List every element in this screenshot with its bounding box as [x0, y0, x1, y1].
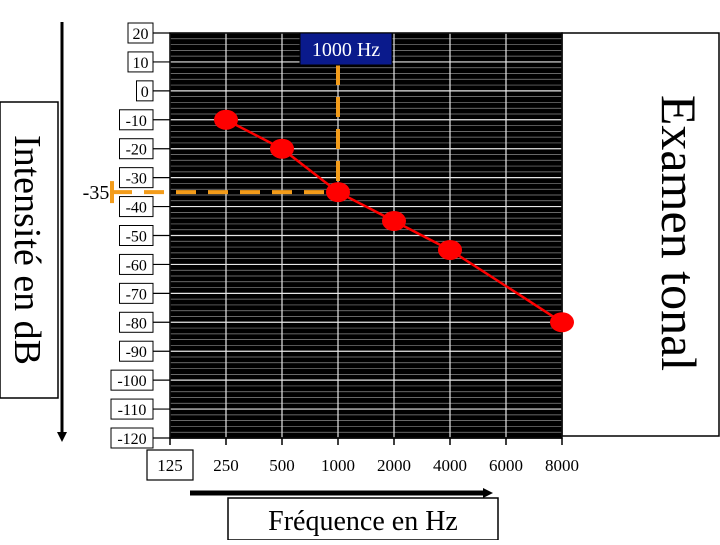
y-tick-label: 0 [141, 84, 149, 101]
threshold-markers: -35 1000 Hz [83, 32, 393, 204]
y-tick-label: -60 [126, 257, 147, 274]
y-tick-label: -40 [126, 200, 147, 217]
data-point [326, 182, 350, 203]
data-point [550, 312, 574, 333]
data-point [382, 211, 406, 232]
x-axis: 125 250 500 1000 2000 4000 6000 8000 [146, 437, 579, 481]
y-tick-label: -100 [117, 373, 146, 390]
x-tick-label: 8000 [545, 456, 579, 475]
y-tick-label: -50 [126, 229, 147, 246]
x-axis-label-frame [227, 497, 499, 541]
chart-title: Examen tonal [651, 95, 707, 371]
y-tick-label: -110 [118, 402, 147, 419]
y-tick-label: -90 [126, 344, 147, 361]
y-tick-label: -30 [126, 171, 147, 188]
y-tick-label: -120 [117, 431, 146, 448]
y-axis-label-frame [0, 101, 59, 399]
frequency-marker-label: 1000 Hz [312, 39, 380, 61]
y-tick-label: 10 [133, 55, 149, 72]
data-point [214, 109, 238, 130]
series-group [214, 109, 574, 333]
data-point [438, 239, 462, 260]
x-tick-label: 2000 [377, 456, 411, 475]
x-axis-label: Fréquence en Hz [268, 506, 458, 537]
x-tick-label: 250 [213, 456, 239, 475]
title-frame [561, 32, 720, 437]
frequency-marker-box [299, 32, 393, 66]
data-point [270, 138, 294, 159]
y-axis-label: Intensité en dB [6, 135, 48, 365]
x-tick-label: 125 [157, 456, 183, 475]
y-tick-label: -10 [126, 113, 147, 130]
level-marker-label: -35 [83, 182, 110, 204]
x-tick-label: 6000 [489, 456, 523, 475]
y-tick-label: -80 [126, 315, 147, 332]
x-tick-label: 1000 [321, 456, 355, 475]
y-tick-label: 20 [133, 26, 149, 43]
x-tick-label: 500 [269, 456, 295, 475]
y-tick-label: -20 [126, 142, 147, 159]
x-tick-box [146, 449, 194, 481]
x-tick-label: 4000 [433, 456, 467, 475]
y-axis-ticks: 20 10 0 -10 -20 -30 -40 -50 -60 -70 -80 -90 -100 -110… [110, 22, 170, 449]
y-tick-label: -70 [126, 286, 147, 303]
